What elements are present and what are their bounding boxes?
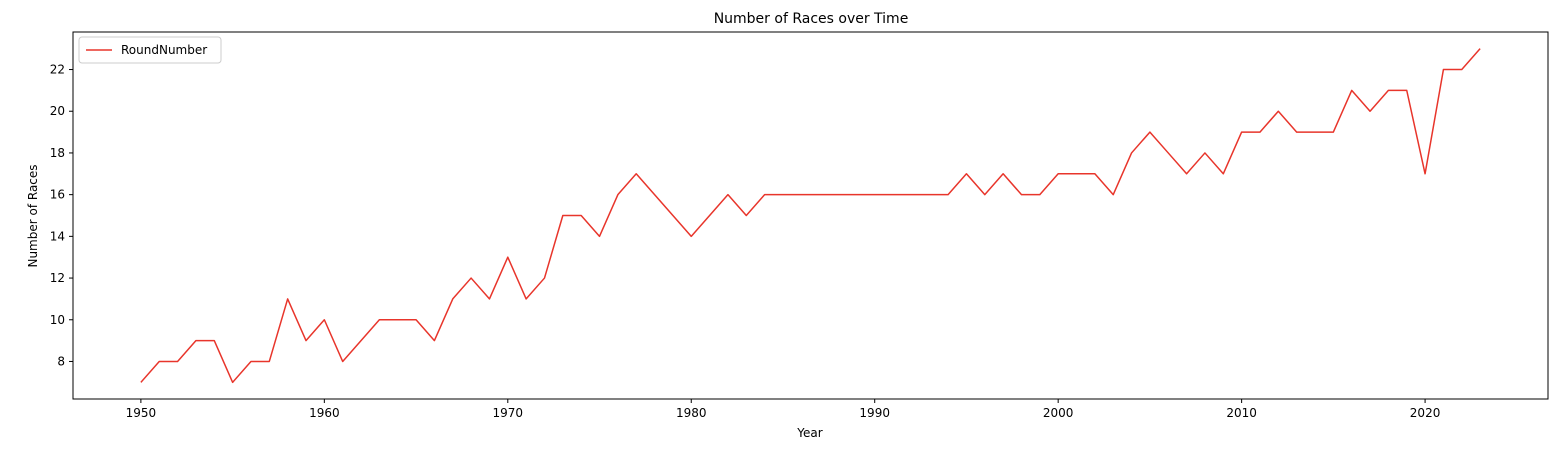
y-tick-label: 14 — [50, 229, 65, 243]
y-tick-label: 20 — [50, 104, 65, 118]
x-tick-label: 2020 — [1410, 406, 1441, 420]
x-tick-label: 1960 — [309, 406, 340, 420]
x-tick-label: 1990 — [859, 406, 890, 420]
x-axis: 1950 1960 1970 1980 1990 2000 2010 2020 — [126, 399, 1441, 420]
x-tick-label: 1970 — [493, 406, 524, 420]
x-tick-label: 1950 — [126, 406, 157, 420]
y-axis-label: Number of Races — [26, 164, 40, 267]
y-tick-label: 22 — [50, 63, 65, 77]
plot-area: 1950 1960 1970 1980 1990 2000 2010 2020 8 10 12 14… — [50, 31, 1549, 420]
y-tick-label: 18 — [50, 146, 65, 160]
y-tick-label: 8 — [57, 354, 65, 368]
legend: RoundNumber — [78, 36, 222, 64]
y-tick-label: 12 — [50, 271, 65, 285]
y-tick-label: 10 — [50, 313, 65, 327]
legend-label: RoundNumber — [121, 43, 207, 57]
x-tick-label: 2010 — [1226, 406, 1257, 420]
plot-frame — [72, 31, 1549, 400]
legend-box — [78, 36, 222, 64]
y-axis: 8 10 12 14 16 18 20 22 — [50, 63, 73, 368]
x-tick-label: 2000 — [1043, 406, 1074, 420]
chart-title: Number of Races over Time — [714, 11, 909, 27]
series-line-roundnumber — [140, 48, 1481, 384]
y-tick-label: 16 — [50, 188, 65, 202]
x-axis-label: Year — [796, 426, 822, 440]
series-layer — [140, 48, 1481, 384]
x-tick-label: 1980 — [676, 406, 707, 420]
